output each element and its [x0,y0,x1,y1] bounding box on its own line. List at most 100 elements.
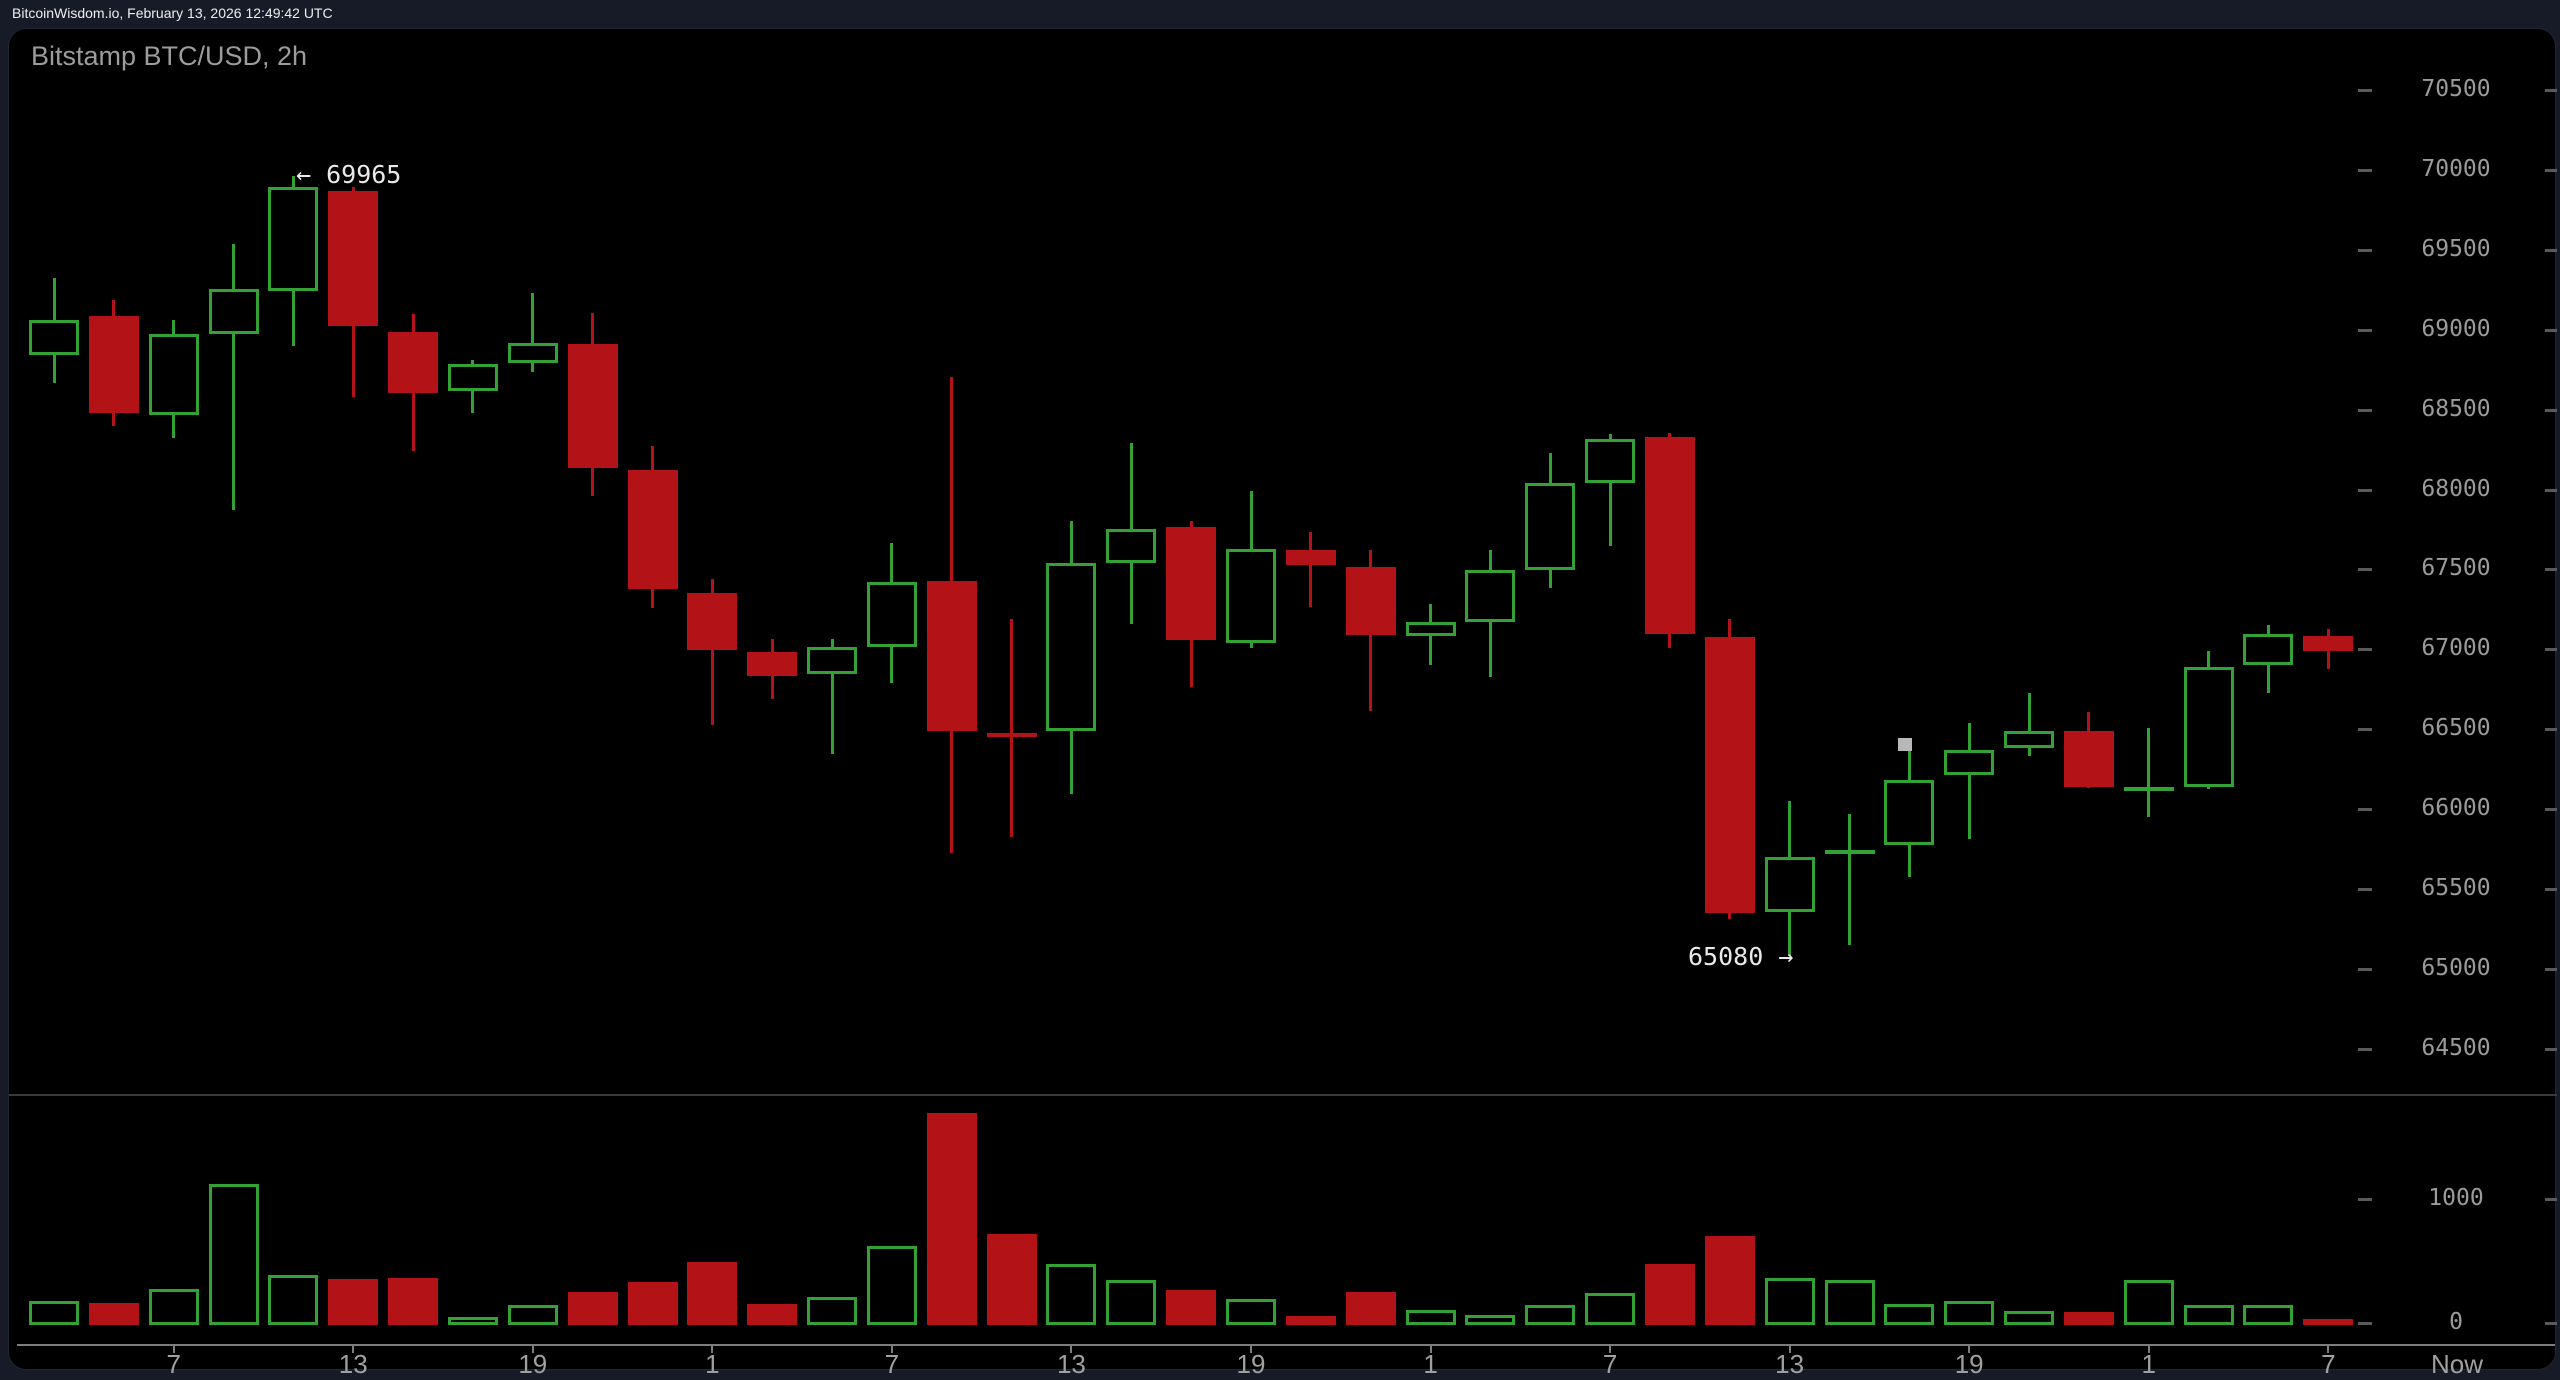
candle-wick-3[interactable] [232,244,236,511]
candle-body-6[interactable] [388,332,439,393]
candle-body-35[interactable] [2123,786,2174,791]
candle-wick-35[interactable] [2147,727,2151,818]
volume-bar-33[interactable] [2004,1311,2055,1325]
volume-bar-32[interactable] [1944,1301,1995,1325]
candle-wick-16[interactable] [1010,619,1014,838]
volume-bar-22[interactable] [1345,1292,1396,1325]
candle-body-27[interactable] [1644,436,1695,635]
candle-wick-33[interactable] [2027,692,2031,757]
candle-body-10[interactable] [627,469,678,589]
candle-body-22[interactable] [1345,567,1396,635]
candle-body-15[interactable] [926,580,977,731]
volume-bar-31[interactable] [1884,1303,1935,1325]
price-tick-left [2358,488,2372,492]
volume-bar-35[interactable] [2123,1280,2174,1325]
price-tick-right [2545,1047,2557,1051]
time-axis-label: 7 [166,1349,181,1379]
candle-body-12[interactable] [747,651,798,676]
candle-wick-13[interactable] [830,639,834,755]
candle-body-0[interactable] [29,320,79,356]
candle-body-18[interactable] [1106,528,1157,564]
volume-bar-29[interactable] [1764,1278,1815,1325]
volume-bar-38[interactable] [2303,1318,2354,1325]
time-axis-label: 7 [1602,1349,1618,1379]
volume-bar-6[interactable] [388,1277,439,1325]
volume-bar-7[interactable] [447,1316,498,1325]
candle-body-30[interactable] [1824,849,1875,854]
candle-body-8[interactable] [507,343,558,364]
candle-body-36[interactable] [2183,666,2234,787]
volume-bar-12[interactable] [747,1303,798,1325]
volume-bar-17[interactable] [1046,1264,1097,1325]
candle-body-32[interactable] [1944,750,1995,775]
candle-body-29[interactable] [1764,857,1815,912]
volume-bar-5[interactable] [328,1278,379,1325]
volume-bar-18[interactable] [1106,1280,1157,1325]
volume-bar-21[interactable] [1285,1316,1336,1325]
candle-body-14[interactable] [866,582,917,647]
candle-body-3[interactable] [208,288,259,334]
candle-body-25[interactable] [1525,483,1576,571]
volume-bar-11[interactable] [687,1262,738,1325]
candle-wick-21[interactable] [1309,531,1313,608]
candle-wick-11[interactable] [710,579,714,725]
candle-wick-26[interactable] [1608,434,1612,547]
volume-bar-24[interactable] [1465,1314,1516,1325]
candle-body-20[interactable] [1226,548,1276,643]
volume-bar-2[interactable] [148,1288,199,1325]
candle-body-33[interactable] [2004,730,2055,749]
volume-bar-9[interactable] [567,1292,618,1325]
candle-body-26[interactable] [1585,439,1636,484]
volume-bar-16[interactable] [986,1233,1037,1325]
low-price-annotation: 65080 → [1688,942,1794,971]
candle-body-2[interactable] [148,333,199,416]
chart-plot-area[interactable]: 70500 70000 69500 69000 68500 68000 67500 67000… [9,29,2557,1379]
volume-bar-4[interactable] [268,1275,319,1325]
candle-body-23[interactable] [1405,622,1456,636]
candle-wick-8[interactable] [531,292,535,373]
time-tick [890,1344,893,1353]
volume-bar-36[interactable] [2183,1305,2234,1325]
volume-bar-27[interactable] [1644,1264,1695,1325]
candle-body-31[interactable] [1884,779,1935,846]
volume-bar-34[interactable] [2063,1311,2114,1325]
volume-bar-14[interactable] [866,1246,917,1325]
price-tick-left [2358,408,2372,412]
volume-bar-13[interactable] [807,1296,858,1325]
candle-wick-30[interactable] [1848,814,1851,946]
candle-body-5[interactable] [328,190,379,326]
candle-body-4[interactable] [268,186,319,292]
volume-bar-25[interactable] [1525,1305,1576,1325]
volume-bar-15[interactable] [926,1113,977,1325]
candle-body-21[interactable] [1285,549,1336,566]
volume-bar-30[interactable] [1824,1280,1875,1325]
candle-body-37[interactable] [2243,634,2294,665]
candle-body-13[interactable] [807,647,858,675]
candle-body-17[interactable] [1046,563,1097,731]
candle-body-11[interactable] [687,592,738,651]
price-tick-right [2545,248,2557,252]
candle-body-9[interactable] [567,344,618,468]
candle-body-16[interactable] [986,732,1037,737]
volume-bar-8[interactable] [507,1305,558,1325]
volume-bar-0[interactable] [29,1300,79,1325]
candle-wick-32[interactable] [1967,722,1971,839]
volume-bar-10[interactable] [627,1282,678,1325]
volume-bar-23[interactable] [1405,1309,1456,1325]
volume-bar-19[interactable] [1166,1290,1217,1325]
volume-bar-28[interactable] [1704,1236,1755,1325]
candle-body-7[interactable] [447,364,498,392]
volume-bar-3[interactable] [208,1184,259,1325]
candle-body-1[interactable] [88,316,139,413]
candle-body-38[interactable] [2303,635,2354,651]
volume-bar-26[interactable] [1585,1293,1636,1325]
candle-body-34[interactable] [2063,730,2114,787]
volume-bar-1[interactable] [88,1303,139,1325]
candle-body-19[interactable] [1166,527,1217,640]
candle-body-24[interactable] [1465,570,1516,623]
candle-body-28[interactable] [1704,636,1755,914]
volume-bar-20[interactable] [1226,1298,1276,1325]
time-axis-line [17,1344,2555,1346]
chart-panel: Bitstamp BTC/USD, 2h 70500 70000 69500 6900… [8,28,2557,1379]
volume-bar-37[interactable] [2243,1305,2294,1325]
